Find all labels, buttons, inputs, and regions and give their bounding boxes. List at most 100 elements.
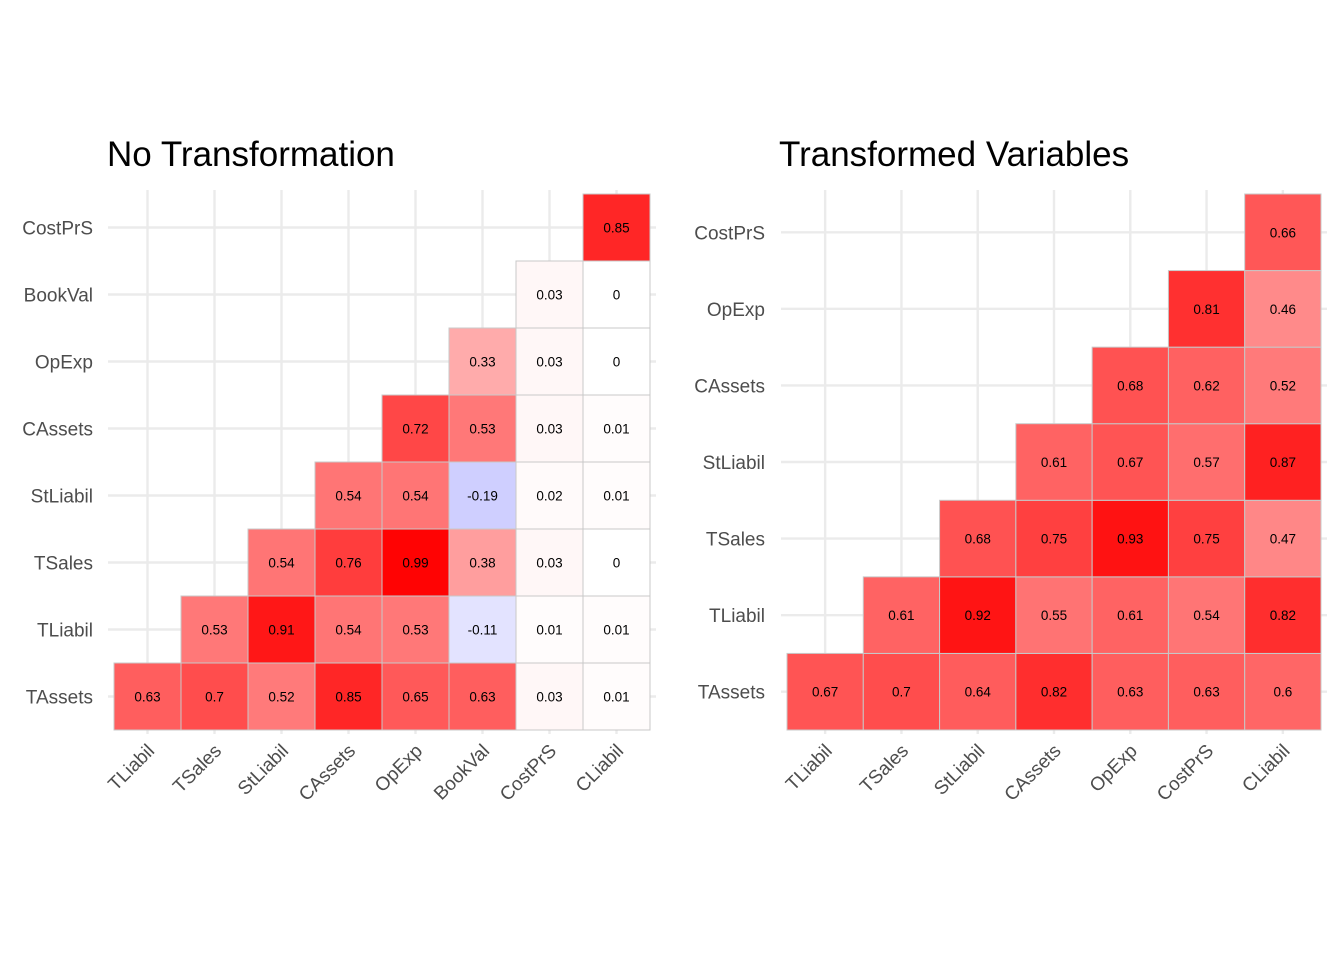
- heatmap-cell: [515, 595, 584, 664]
- y-tick-label: TAssets: [26, 688, 93, 709]
- cell-value-label: 0.82: [1270, 608, 1296, 623]
- cell-value-label: 0.01: [603, 422, 629, 437]
- heatmap-cell: [862, 576, 941, 654]
- heatmap-cell: [247, 595, 316, 664]
- cell-value-label: 0.72: [402, 422, 428, 437]
- heatmap-cell: [1244, 193, 1322, 272]
- x-tick-label: CAssets: [295, 741, 360, 806]
- y-tick-label: CAssets: [22, 420, 93, 441]
- x-tick-label: CostPrS: [496, 741, 561, 806]
- heatmap-cell: [939, 652, 1017, 731]
- y-tick-label: TLiabil: [709, 606, 765, 627]
- cell-value-label: 0.53: [469, 422, 495, 437]
- x-axis-tick-labels: TLiabil TSales StLiabil CAssets OpExp CostPrS…: [782, 741, 1294, 806]
- heatmap-tiles: 0.63 0.7 0.52 0.85 0.65 0.63 0.03 0.01 0.53 0.91 0…: [113, 193, 651, 731]
- heatmap-cell: [1091, 346, 1169, 425]
- cell-value-label: -0.19: [467, 489, 498, 504]
- heatmap-cell: [448, 528, 517, 597]
- heatmap-cell: [515, 260, 584, 329]
- y-tick-label: CostPrS: [22, 219, 93, 240]
- heatmap-cell: [515, 528, 584, 597]
- heatmap-cell: [582, 528, 651, 597]
- heatmap-cell: [314, 662, 383, 731]
- cell-value-label: 0.61: [1117, 608, 1143, 623]
- cell-value-label: 0.33: [469, 355, 495, 370]
- x-tick-label: OpExp: [371, 741, 427, 797]
- panel-title: Transformed Variables: [779, 135, 1129, 174]
- cell-value-label: 0.54: [335, 489, 362, 504]
- x-tick-label: CLiabil: [1238, 741, 1294, 797]
- cell-value-label: 0.01: [603, 489, 629, 504]
- cell-value-label: 0: [613, 355, 621, 370]
- heatmap-cell: [448, 595, 517, 664]
- cell-value-label: 0.63: [1193, 685, 1219, 700]
- x-tick-label: CostPrS: [1153, 741, 1218, 806]
- x-tick-label: TSales: [856, 741, 913, 798]
- x-tick-label: TLiabil: [782, 741, 836, 795]
- x-axis-tick-labels: TLiabil TSales StLiabil CAssets OpExp BookVal…: [105, 741, 628, 806]
- cell-value-label: 0.03: [536, 422, 562, 437]
- y-tick-label: TSales: [34, 554, 93, 575]
- cell-value-label: 0.64: [965, 685, 992, 700]
- panel-title: No Transformation: [107, 135, 395, 174]
- cell-value-label: 0.93: [1117, 532, 1143, 547]
- heatmap-cell: [582, 662, 651, 731]
- cell-value-label: 0.63: [1117, 685, 1143, 700]
- heatmap-cell: [1091, 423, 1169, 501]
- cell-value-label: 0.67: [812, 685, 838, 700]
- cell-value-label: 0.03: [536, 355, 562, 370]
- cell-value-label: 0.87: [1270, 455, 1296, 470]
- heatmap-cell: [1167, 346, 1246, 425]
- cell-value-label: 0.61: [888, 608, 914, 623]
- heatmap-cell: [180, 595, 249, 664]
- y-tick-label: TLiabil: [37, 621, 93, 642]
- cell-value-label: 0.92: [965, 608, 991, 623]
- heatmap-cell: [582, 193, 651, 262]
- cell-value-label: 0.65: [402, 690, 428, 705]
- heatmap-cell: [1015, 652, 1093, 731]
- cell-value-label: 0.53: [201, 623, 227, 638]
- heatmap-cell: [247, 662, 316, 731]
- cell-value-label: 0.53: [402, 623, 428, 638]
- heatmap-cell: [582, 461, 651, 530]
- cell-value-label: 0.47: [1270, 532, 1296, 547]
- cell-value-label: 0.46: [1270, 302, 1296, 317]
- heatmap-cell: [1167, 499, 1246, 578]
- x-tick-label: TLiabil: [105, 741, 159, 795]
- cell-value-label: 0.81: [1193, 302, 1219, 317]
- cell-value-label: 0.85: [603, 221, 629, 236]
- heatmap-cell: [381, 394, 450, 463]
- heatmap-cell: [939, 576, 1017, 654]
- cell-value-label: 0: [613, 556, 621, 571]
- panel-transformed-variables: Transformed Variables 0.67 0.7 0.64 0.82 0.63…: [694, 135, 1327, 806]
- cell-value-label: 0.03: [536, 556, 562, 571]
- cell-value-label: 0.67: [1117, 455, 1143, 470]
- cell-value-label: 0.57: [1193, 455, 1219, 470]
- cell-value-label: 0.54: [268, 556, 295, 571]
- heatmap-cell: [113, 662, 182, 731]
- heatmap-tiles: 0.67 0.7 0.64 0.82 0.63 0.63 0.6 0.61 0.92 0.55 0.…: [786, 193, 1322, 731]
- cell-value-label: 0.63: [469, 690, 495, 705]
- cell-value-label: 0.68: [1117, 378, 1143, 393]
- heatmap-cell: [314, 595, 383, 664]
- y-tick-label: CAssets: [694, 376, 765, 397]
- cell-value-label: 0.6: [1273, 685, 1292, 700]
- cell-value-label: 0.54: [402, 489, 429, 504]
- x-tick-label: TSales: [169, 741, 226, 798]
- heatmap-cell: [381, 461, 450, 530]
- cell-value-label: 0.01: [603, 690, 629, 705]
- y-tick-label: StLiabil: [31, 487, 93, 508]
- heatmap-cell: [448, 394, 517, 463]
- cell-value-label: 0.99: [402, 556, 428, 571]
- cell-value-label: -0.11: [468, 623, 498, 638]
- cell-value-label: 0.01: [536, 623, 562, 638]
- heatmap-cell: [1167, 576, 1246, 654]
- heatmap-cell: [381, 595, 450, 664]
- x-tick-label: StLiabil: [930, 741, 989, 800]
- heatmap-cell: [515, 327, 584, 396]
- y-axis-tick-labels: TAssets TLiabil TSales StLiabil CAssets OpExp…: [694, 223, 765, 703]
- y-axis-tick-labels: TAssets TLiabil TSales StLiabil CAssets OpExp…: [22, 219, 93, 709]
- cell-value-label: 0.62: [1193, 378, 1219, 393]
